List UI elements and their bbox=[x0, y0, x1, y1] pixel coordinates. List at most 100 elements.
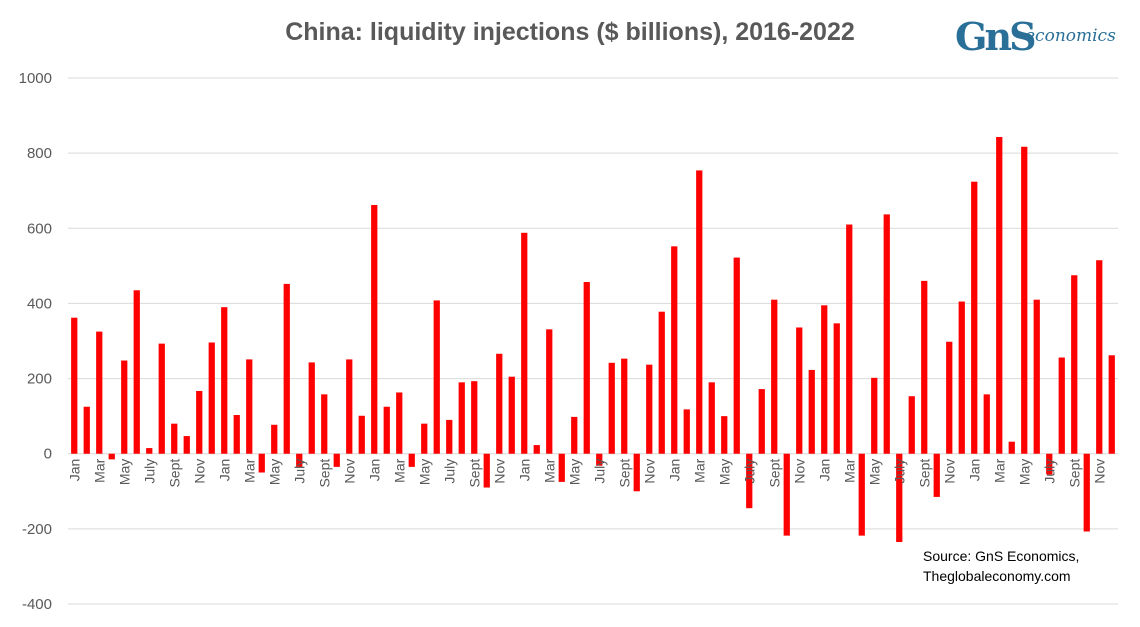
bar bbox=[346, 359, 353, 454]
bar bbox=[633, 453, 640, 492]
x-tick-label: Mar bbox=[241, 458, 257, 482]
x-tick-label: July bbox=[741, 459, 757, 484]
bar bbox=[558, 453, 565, 482]
bar bbox=[758, 389, 765, 454]
bar bbox=[121, 360, 128, 454]
bar bbox=[458, 382, 465, 454]
bar bbox=[71, 317, 78, 454]
x-tick-label: Jan bbox=[216, 459, 232, 482]
x-tick-label: Mar bbox=[991, 458, 1007, 482]
x-tick-label: Mar bbox=[541, 458, 557, 482]
x-tick-label: Nov bbox=[191, 459, 207, 484]
bar bbox=[858, 453, 865, 536]
bar bbox=[908, 396, 915, 454]
logo-wordmark: economics bbox=[1025, 26, 1116, 46]
bar bbox=[508, 376, 515, 454]
bar bbox=[221, 307, 228, 454]
x-tick-label: Jan bbox=[666, 459, 682, 482]
bar bbox=[183, 436, 190, 454]
bar bbox=[521, 232, 528, 454]
x-axis-tick-labels: Jan Mar May July Sept Nov Jan Mar May July Sept Nov… bbox=[66, 458, 1107, 487]
x-tick-label: Sept bbox=[316, 459, 332, 488]
bar bbox=[721, 416, 728, 454]
x-tick-label: May bbox=[716, 459, 732, 485]
bar bbox=[971, 181, 978, 454]
bar bbox=[896, 453, 903, 543]
x-tick-label: May bbox=[566, 459, 582, 485]
bar bbox=[433, 300, 440, 454]
bar bbox=[158, 343, 165, 454]
x-tick-label: May bbox=[266, 459, 282, 485]
x-tick-label: Jan bbox=[966, 459, 982, 482]
bar bbox=[646, 364, 653, 454]
y-tick-label: -400 bbox=[22, 596, 52, 613]
x-tick-label: Nov bbox=[941, 459, 957, 484]
x-tick-label: Sept bbox=[916, 459, 932, 488]
bar bbox=[1083, 453, 1090, 532]
bar bbox=[1021, 146, 1028, 454]
bars bbox=[71, 136, 1115, 543]
gns-economics-logo: GnS economics bbox=[955, 14, 1135, 62]
y-tick-label: 200 bbox=[27, 371, 52, 388]
x-tick-label: Sept bbox=[616, 459, 632, 488]
bar bbox=[733, 257, 740, 454]
bar bbox=[571, 416, 578, 454]
bar bbox=[946, 341, 953, 454]
x-tick-label: Sept bbox=[466, 459, 482, 488]
x-tick-label: Jan bbox=[516, 459, 532, 482]
bar bbox=[933, 453, 940, 497]
gridlines bbox=[68, 77, 1118, 605]
x-tick-label: Mar bbox=[841, 458, 857, 482]
bar bbox=[808, 369, 815, 454]
bar bbox=[783, 453, 790, 536]
bar bbox=[196, 390, 203, 454]
x-tick-label: Sept bbox=[166, 459, 182, 488]
x-tick-label: May bbox=[416, 459, 432, 485]
source-note: Source: GnS Economics, Theglobaleconomy.… bbox=[923, 546, 1079, 586]
x-tick-label: Jan bbox=[366, 459, 382, 482]
y-tick-label: 400 bbox=[27, 295, 52, 312]
source-line-1: Source: GnS Economics, bbox=[923, 548, 1080, 564]
bar bbox=[408, 453, 415, 467]
bar bbox=[546, 329, 553, 454]
bar bbox=[246, 359, 253, 454]
bar bbox=[321, 394, 328, 454]
bar bbox=[296, 453, 303, 467]
bar bbox=[496, 353, 503, 454]
bar bbox=[358, 415, 365, 454]
x-tick-label: July bbox=[291, 459, 307, 484]
logo-mark: GnS bbox=[955, 14, 1037, 59]
chart-title: China: liquidity injections ($ billions)… bbox=[285, 18, 855, 46]
x-tick-label: May bbox=[1016, 459, 1032, 485]
x-tick-label: July bbox=[1041, 459, 1057, 484]
x-tick-label: Jan bbox=[66, 459, 82, 482]
bar bbox=[871, 377, 878, 454]
bar bbox=[621, 358, 628, 454]
bar bbox=[146, 448, 153, 454]
x-tick-label: Nov bbox=[491, 459, 507, 484]
bar bbox=[483, 453, 490, 488]
x-tick-label: Jan bbox=[816, 459, 832, 482]
bar bbox=[696, 170, 703, 454]
x-tick-label: May bbox=[116, 459, 132, 485]
bar bbox=[983, 394, 990, 454]
bar bbox=[383, 406, 390, 454]
y-tick-label: -200 bbox=[22, 521, 52, 538]
x-tick-label: July bbox=[141, 459, 157, 484]
bar bbox=[1046, 453, 1053, 475]
source-line-2: Theglobaleconomy.com bbox=[923, 568, 1071, 584]
x-tick-label: July bbox=[591, 459, 607, 484]
bar bbox=[283, 283, 290, 454]
x-tick-label: Nov bbox=[791, 459, 807, 484]
bar bbox=[1033, 299, 1040, 454]
bar bbox=[1071, 275, 1078, 454]
bar bbox=[446, 419, 453, 454]
bar bbox=[833, 323, 840, 454]
x-tick-label: May bbox=[866, 459, 882, 485]
bar bbox=[583, 282, 590, 454]
bar bbox=[683, 409, 690, 454]
x-tick-label: Sept bbox=[766, 459, 782, 488]
x-tick-label: July bbox=[891, 459, 907, 484]
bar bbox=[471, 381, 478, 454]
